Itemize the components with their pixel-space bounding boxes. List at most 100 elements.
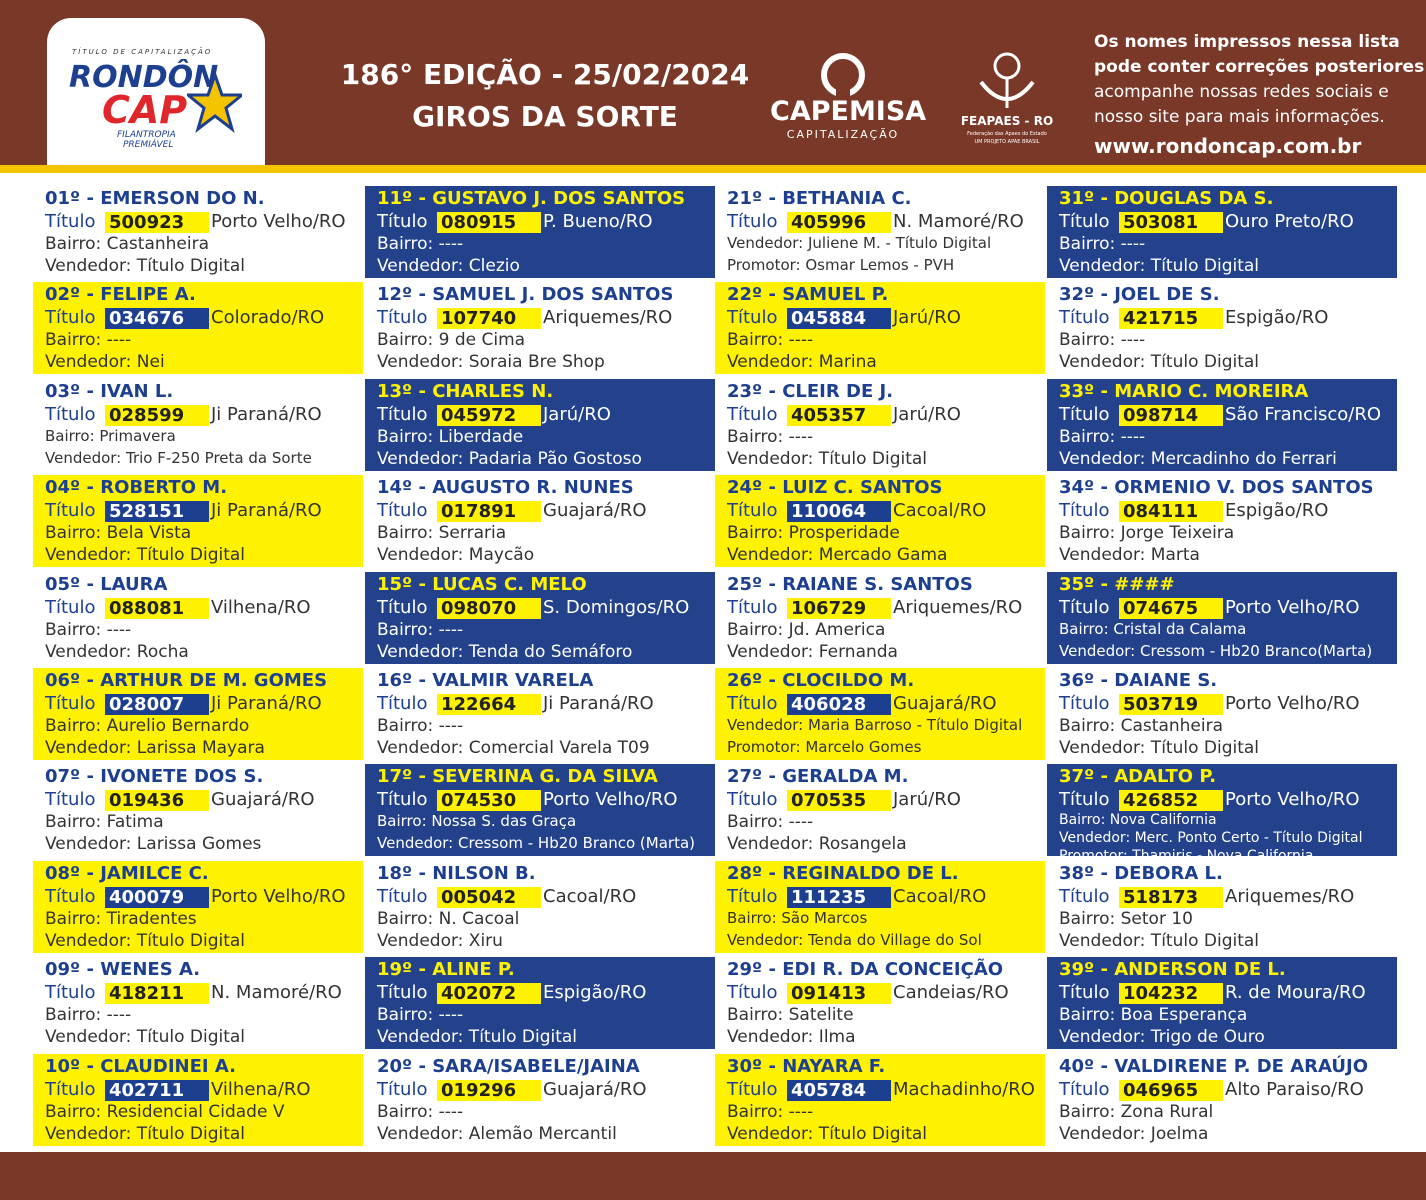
winner-heading: 22º - SAMUEL P. bbox=[727, 284, 889, 306]
winner-card: 26º - CLOCILDO M. Título 406028 Guajará/RO V… bbox=[715, 668, 1045, 760]
city: Ariquemes/RO bbox=[543, 307, 673, 329]
detail-line: Vendedor: Título Digital bbox=[45, 1123, 246, 1144]
logo-slogan: PREMIÁVEL bbox=[123, 140, 174, 150]
winner-heading: 28º - REGINALDO DE L. bbox=[727, 862, 959, 884]
title-label: Título bbox=[45, 211, 96, 232]
city: Porto Velho/RO bbox=[1225, 693, 1360, 714]
site-url[interactable]: www.rondoncap.com.br bbox=[1094, 134, 1362, 158]
winner-card: 30º - NAYARA F. Título 405784 Machadinho/RO… bbox=[715, 1053, 1045, 1146]
detail-line: Vendedor: Tenda do Village do Sol bbox=[727, 930, 982, 949]
detail-line: Vendedor: Título Digital bbox=[45, 930, 246, 951]
winner-heading: 08º - JAMILCE C. bbox=[45, 862, 209, 884]
winner-heading: 18º - NILSON B. bbox=[377, 862, 536, 884]
detail-line: Vendedor: Soraia Bre Shop bbox=[377, 352, 605, 373]
city: Vilhena/RO bbox=[211, 596, 311, 618]
detail-line: Bairro: Fatima bbox=[45, 812, 164, 833]
city: Ji Paraná/RO bbox=[543, 693, 654, 714]
detail-line: Bairro: Nova California bbox=[1059, 812, 1217, 829]
title-number: 080915 bbox=[437, 212, 541, 233]
title-label: Título bbox=[1059, 500, 1110, 522]
capemisa-icon bbox=[821, 53, 865, 98]
title-label: Título bbox=[377, 789, 428, 811]
title-label: Título bbox=[45, 693, 96, 714]
title-label: Título bbox=[727, 307, 778, 329]
detail-line: Vendedor: Larissa Mayara bbox=[45, 738, 265, 758]
winner-card: 35º - #### Título 074675 Porto Velho/RO Bair… bbox=[1047, 571, 1397, 664]
city: P. Bueno/RO bbox=[543, 211, 653, 232]
city: Guajará/RO bbox=[543, 500, 647, 522]
detail-line: Bairro: Primavera bbox=[45, 426, 176, 445]
detail-line: Bairro: Bela Vista bbox=[45, 523, 192, 544]
detail-line: Vendedor: Maycão bbox=[377, 545, 535, 566]
title-label: Título bbox=[45, 885, 96, 907]
logo-brand: RONDÔN bbox=[69, 60, 219, 95]
title-label: Título bbox=[727, 211, 778, 232]
detail-line: Vendedor: Título Digital bbox=[45, 1027, 246, 1048]
detail-line: Bairro: Boa Esperança bbox=[1059, 1005, 1248, 1026]
detail-line: Vendedor: Trigo de Ouro bbox=[1059, 1027, 1265, 1048]
detail-line: Vendedor: Ilma bbox=[727, 1027, 856, 1048]
detail-line: Bairro: ---- bbox=[377, 716, 464, 736]
city: R. de Moura/RO bbox=[1225, 982, 1366, 1004]
detail-line: Bairro: Serraria bbox=[377, 523, 507, 544]
winner-card: 31º - DOUGLAS DA S. Título 503081 Ouro Pret… bbox=[1047, 186, 1397, 278]
winner-card: 37º - ADALTO P. Título 426852 Porto Velho/R… bbox=[1047, 764, 1397, 857]
detail-line: Bairro: ---- bbox=[45, 330, 132, 351]
title-label: Título bbox=[727, 982, 778, 1004]
city: Ji Paraná/RO bbox=[211, 403, 322, 425]
winner-heading: 34º - ORMENIO V. DOS SANTOS bbox=[1059, 477, 1374, 499]
winner-heading: 38º - DEBORA L. bbox=[1059, 862, 1223, 884]
detail-line: Vendedor: Clezio bbox=[377, 256, 520, 276]
detail-line: Vendedor: Título Digital bbox=[377, 1027, 578, 1048]
detail-line: Bairro: N. Cacoal bbox=[377, 908, 520, 929]
logo: TÍTULO DE CAPITALIZAÇÃO RONDÔN CAP FILAN… bbox=[47, 18, 265, 168]
winner-card: 22º - SAMUEL P. Título 045884 Jarú/RO Bairro… bbox=[715, 282, 1045, 375]
capemisa-sub: CAPITALIZAÇÃO bbox=[786, 128, 900, 141]
detail-line: Bairro: Jorge Teixeira bbox=[1059, 523, 1235, 544]
title-number: 406028 bbox=[787, 694, 891, 715]
title-number: 111235 bbox=[787, 886, 891, 908]
winner-card: 40º - VALDIRENE P. DE ARAÚJO Título 046965… bbox=[1047, 1053, 1397, 1146]
notice-line: pode conter correções posteriores bbox=[1094, 57, 1425, 77]
detail-line: Bairro: Tiradentes bbox=[45, 908, 197, 929]
title-number: 106729 bbox=[787, 597, 891, 619]
winner-card: 13º - CHARLES N. Título 045972 Jarú/RO Bairr… bbox=[365, 378, 715, 471]
winner-heading: 35º - #### bbox=[1059, 573, 1175, 595]
feapaes-sub: UM PROJETO APAE BRASIL bbox=[974, 139, 1040, 145]
detail-line: Bairro: ---- bbox=[377, 1005, 464, 1026]
city: Ariquemes/RO bbox=[1225, 885, 1355, 907]
title-number: 045884 bbox=[787, 308, 891, 330]
title-number: 098714 bbox=[1119, 404, 1223, 426]
title-number: 122664 bbox=[437, 694, 541, 715]
winner-card: 21º - BETHANIA C. Título 405996 N. Mamoré/R… bbox=[715, 186, 1045, 278]
city: N. Mamoré/RO bbox=[211, 982, 342, 1004]
title-label: Título bbox=[377, 596, 428, 618]
winner-card: 27º - GERALDA M. Título 070535 Jarú/RO Bairr… bbox=[715, 764, 1045, 857]
detail-line: Vendedor: Rosangela bbox=[727, 834, 907, 855]
detail-line: Vendedor: Cressom - Hb20 Branco(Marta) bbox=[1059, 641, 1373, 660]
winner-heading: 24º - LUIZ C. SANTOS bbox=[727, 477, 943, 499]
city: Porto Velho/RO bbox=[1225, 596, 1360, 618]
feapaes-icon bbox=[979, 52, 1035, 108]
detail-line: Vendedor: Fernanda bbox=[727, 641, 898, 662]
winner-heading: 29º - EDI R. DA CONCEIÇÃO bbox=[727, 959, 1004, 981]
detail-line: Vendedor: Merc. Ponto Certo - Título Dig… bbox=[1059, 830, 1363, 847]
winner-heading: 23º - CLEIR DE J. bbox=[727, 380, 894, 402]
city: Porto Velho/RO bbox=[543, 789, 678, 811]
city: Jarú/RO bbox=[893, 403, 961, 425]
title-label: Título bbox=[1059, 1078, 1110, 1100]
detail-line: Vendedor: Trio F-250 Preta da Sorte bbox=[45, 448, 312, 467]
winner-heading: 10º - CLAUDINEI A. bbox=[45, 1055, 236, 1077]
title-label: Título bbox=[1059, 307, 1110, 329]
winner-card: 36º - DAIANE S. Título 503719 Porto Velho/R… bbox=[1047, 668, 1397, 760]
title-number: 017891 bbox=[437, 501, 541, 523]
title-number: 405357 bbox=[787, 404, 891, 426]
title-label: Título bbox=[727, 885, 778, 907]
title-number: 528151 bbox=[105, 501, 209, 523]
title-number: 046965 bbox=[1119, 1079, 1223, 1101]
detail-line: Vendedor: Rocha bbox=[45, 641, 189, 662]
detail-line: Vendedor: Título Digital bbox=[45, 256, 246, 276]
winner-card: 08º - JAMILCE C. Título 400079 Porto Velho/… bbox=[33, 860, 363, 953]
title-number: 503719 bbox=[1119, 694, 1223, 715]
